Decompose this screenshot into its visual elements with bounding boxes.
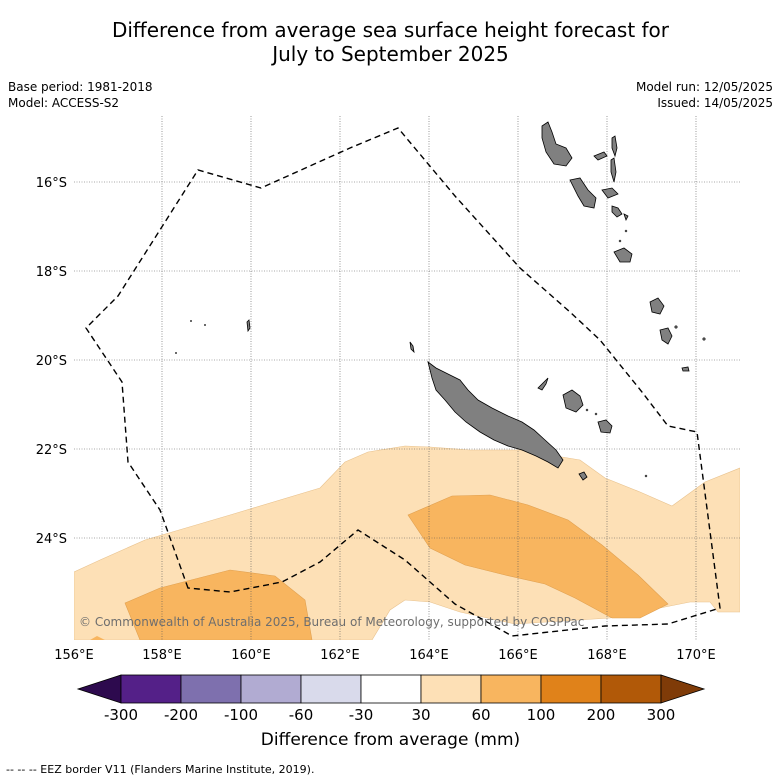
colorbar-arrow-high — [660, 674, 706, 704]
anomaly-region-60-100-corner — [90, 636, 105, 640]
erromango-island — [649, 297, 665, 315]
lat-label-24s: 24°S — [36, 532, 67, 547]
colorbar-tick-label: -300 — [104, 706, 138, 724]
lon-label-160e: 160°E — [231, 648, 271, 663]
futuna-islet — [674, 325, 678, 329]
maewo-island — [611, 135, 618, 158]
ile-des-pins — [578, 471, 588, 481]
islet-5 — [644, 474, 648, 478]
lifou-island — [562, 389, 584, 413]
lat-label-22s: 22°S — [36, 443, 67, 458]
tanna-island — [659, 327, 673, 345]
mare-island — [597, 419, 613, 434]
reef-2 — [204, 324, 206, 326]
shepherd-islands — [623, 213, 629, 222]
espiritu-santo-island — [541, 121, 573, 167]
reef-1 — [190, 320, 192, 322]
colorbar-tick-label: 100 — [527, 706, 556, 724]
epi-island — [611, 205, 623, 218]
model-name: Model: ACCESS-S2 — [8, 96, 120, 110]
colorbar-tick-label: 200 — [587, 706, 616, 724]
lat-label-20s: 20°S — [36, 354, 67, 369]
new-caledonia-island — [427, 361, 564, 469]
colorbar-tick-label: 300 — [647, 706, 676, 724]
lat-label-18s: 18°S — [36, 265, 67, 280]
colorbar-tick-label: -200 — [164, 706, 198, 724]
meta-left: Base period: 1981-2018 Model: ACCESS-S2 — [8, 79, 153, 111]
colorbar-tick-label: -30 — [349, 706, 374, 724]
colorbar-label: Difference from average (mm) — [260, 730, 521, 750]
anomaly-region-60-100-east — [407, 494, 669, 619]
eez-border — [85, 127, 721, 637]
colorbar-tick-labels: -300 -200 -100 -60 -30 30 60 100 200 300 — [104, 706, 675, 724]
lon-label-156e: 156°E — [54, 648, 94, 663]
ambrym-island — [601, 187, 619, 199]
latitude-labels: 16°S 18°S 20°S 22°S 24°S — [36, 176, 67, 547]
colorbar-segment — [480, 674, 542, 704]
eez-footnote: -- -- -- EEZ border V11 (Flanders Marine… — [6, 763, 315, 776]
islet-4 — [594, 412, 598, 416]
colorbar-segment — [360, 674, 422, 704]
lon-label-162e: 162°E — [320, 648, 360, 663]
colorbar-arrow-low — [76, 674, 122, 704]
lon-label-164e: 164°E — [409, 648, 449, 663]
colorbar-tick-label: -100 — [224, 706, 258, 724]
colorbar — [76, 674, 706, 704]
map-title: Difference from average sea surface heig… — [0, 18, 781, 66]
colorbar-segment — [540, 674, 602, 704]
longitude-labels: 156°E 158°E 160°E 162°E 164°E 166°E 168°… — [54, 648, 716, 663]
lat-label-16s: 16°S — [36, 176, 67, 191]
lon-label-166e: 166°E — [498, 648, 538, 663]
lon-label-158e: 158°E — [142, 648, 182, 663]
lon-label-170e: 170°E — [676, 648, 716, 663]
ouvea-island — [537, 377, 549, 391]
lon-label-168e: 168°E — [587, 648, 627, 663]
colorbar-segment — [600, 674, 662, 704]
colorbar-tick-label: 60 — [471, 706, 490, 724]
aniwa-islet — [702, 337, 706, 341]
issued-date: Issued: 14/05/2025 — [657, 96, 773, 110]
colorbar-segment — [420, 674, 482, 704]
title-line-2: July to September 2025 — [272, 42, 509, 66]
gridlines — [74, 116, 740, 640]
copyright-text: © Commonwealth of Australia 2025, Bureau… — [79, 615, 584, 629]
title-line-1: Difference from average sea surface heig… — [111, 18, 670, 42]
malekula-island — [569, 177, 597, 209]
meta-right: Model run: 12/05/2025 Issued: 14/05/2025 — [636, 79, 773, 111]
base-period: Base period: 1981-2018 — [8, 80, 153, 94]
map-area: © Commonwealth of Australia 2025, Bureau… — [74, 116, 740, 640]
chesterfield-islet — [246, 319, 251, 333]
aneityum-island — [681, 366, 690, 372]
model-run: Model run: 12/05/2025 — [635, 80, 773, 94]
pentecost-island — [610, 157, 617, 183]
colorbar-segment — [240, 674, 302, 704]
islet-2 — [618, 239, 622, 243]
colorbar-tick-label: 30 — [411, 706, 430, 724]
colorbar-segment — [120, 674, 182, 704]
colorbar-segment — [180, 674, 242, 704]
ambae-island — [593, 151, 608, 161]
islet-3 — [585, 408, 589, 412]
belep-islands — [409, 341, 415, 354]
colorbar-tick-label: -60 — [289, 706, 314, 724]
anomaly-region-60-100-west — [124, 569, 313, 640]
reef-3 — [175, 352, 177, 354]
efate-island — [613, 247, 633, 263]
colorbar-segment — [300, 674, 362, 704]
islet-1 — [624, 229, 628, 233]
